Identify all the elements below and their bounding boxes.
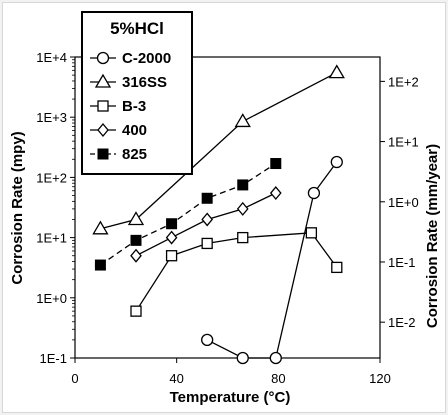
data-point-triangle xyxy=(94,73,112,88)
y-axis-label: Corrosion Rate (mpy) xyxy=(9,131,26,284)
legend-label: 316SS xyxy=(122,74,167,91)
data-point-square xyxy=(331,261,343,274)
x-axis-label: Temperature (°C) xyxy=(170,389,291,406)
data-point-triangle xyxy=(328,64,345,79)
y-tick-label: 1E+4 xyxy=(36,50,67,65)
x-tick-label: 80 xyxy=(271,371,285,386)
data-point-triangle xyxy=(127,211,145,226)
data-point-filled-square xyxy=(270,158,282,170)
y2-axis-label: Corrosion Rate (mm/year) xyxy=(424,144,441,328)
data-point-circle xyxy=(96,51,110,65)
data-point-filled-square xyxy=(201,192,213,204)
y2-tick-label: 1E-2 xyxy=(388,315,415,330)
y-tick-label: 1E+3 xyxy=(36,110,67,125)
data-point-circle xyxy=(269,351,282,365)
series-line xyxy=(100,162,277,266)
data-point-diamond xyxy=(269,186,282,201)
x-tick-label: 40 xyxy=(169,371,183,386)
data-point-square xyxy=(237,231,249,244)
data-point-square xyxy=(97,100,109,112)
data-point-diamond xyxy=(236,201,249,216)
y-tick-label: 1E+2 xyxy=(36,170,67,185)
y2-tick-label: 1E+0 xyxy=(388,195,419,210)
data-point-diamond xyxy=(130,248,142,263)
legend-label: B-3 xyxy=(122,98,146,115)
data-point-filled-square xyxy=(94,259,106,271)
legend-label: C-2000 xyxy=(122,50,171,67)
legend-box xyxy=(81,11,193,175)
legend-label: 825 xyxy=(122,146,147,163)
data-point-square xyxy=(130,305,142,317)
data-point-circle xyxy=(330,155,343,169)
y2-tick-label: 1E-1 xyxy=(388,255,415,270)
data-point-filled-square xyxy=(237,179,249,191)
legend-label: 400 xyxy=(122,122,147,139)
data-point-circle xyxy=(307,186,321,200)
y2-tick-label: 1E+2 xyxy=(388,74,419,89)
data-point-circle xyxy=(201,333,214,347)
data-point-triangle xyxy=(234,113,251,128)
data-point-circle xyxy=(236,351,249,365)
data-point-diamond xyxy=(165,230,178,245)
data-point-filled-square xyxy=(166,218,178,230)
data-point-filled-square xyxy=(97,148,109,160)
data-point-square xyxy=(305,227,318,239)
data-point-filled-square xyxy=(130,234,142,246)
y-tick-label: 1E+1 xyxy=(36,231,67,246)
data-point-diamond xyxy=(201,212,214,227)
data-point-diamond xyxy=(97,122,109,138)
x-tick-label: 120 xyxy=(369,371,391,386)
data-point-square xyxy=(201,237,213,250)
x-tick-label: 0 xyxy=(71,371,78,386)
data-point-triangle xyxy=(92,220,109,235)
y-tick-label: 1E-1 xyxy=(40,351,67,366)
legend-title: 5%HCl xyxy=(110,19,164,38)
series-line xyxy=(135,232,338,312)
data-point-square xyxy=(165,250,178,262)
y-tick-label: 1E+0 xyxy=(36,291,67,306)
y2-tick-label: 1E+1 xyxy=(388,135,419,150)
legend: 5%HCl C-2000 316SS B-3 400 825 xyxy=(81,11,193,175)
